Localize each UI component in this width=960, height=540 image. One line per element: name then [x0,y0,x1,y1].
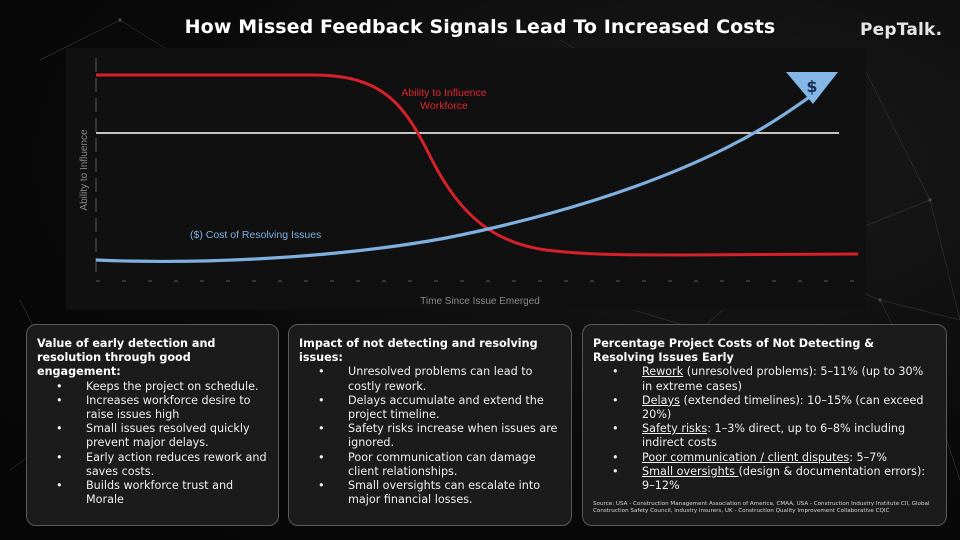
x-axis-label: Time Since Issue Emerged [420,296,540,307]
cost-percentages-list: Rework (unresolved problems): 5–11% (up … [593,365,936,493]
early-detection-card: Value of early detection and resolution … [26,324,279,526]
diagram-background [66,48,866,310]
list-item: Unresolved problems can lead to costly r… [299,365,561,393]
cost-term: Poor communication / client disputes [642,450,850,464]
dollar-sign-text: $ [806,77,817,96]
list-item: Early action reduces rework and saves co… [37,451,268,479]
list-item: Keeps the project on schedule. [37,380,268,394]
y-axis-label: Ability to Influence [79,129,90,211]
cost-term: Delays [642,393,680,407]
list-item: Small issues resolved quickly prevent ma… [37,422,268,450]
list-item: Small oversights (design & documentation… [593,465,936,493]
early-detection-card-title: Value of early detection and resolution … [37,337,216,379]
impact-card: Impact of not detecting and resolving is… [288,324,572,526]
list-item: Delays accumulate and extend the project… [299,394,561,422]
list-item: Safety risks: 1–3% direct, up to 6–8% in… [593,422,936,450]
impact-card-title: Impact of not detecting and resolving is… [299,337,538,365]
red-curve-label-line1: Ability to Influence [401,87,486,99]
early-detection-list: Keeps the project on schedule. Increases… [37,380,268,508]
cost-term: Rework [642,365,684,379]
cost-percentages-card: Percentage Project Costs of Not Detectin… [582,324,947,526]
impact-list: Unresolved problems can lead to costly r… [299,365,561,507]
list-item: Poor communication / client disputes: 5–… [593,451,936,465]
red-curve-label-line2: Workforce [420,100,468,112]
peptalk-logo: PepTalk. [860,20,943,40]
blue-curve-label: ($) Cost of Resolving Issues [190,229,321,241]
source-note: Source: USA - Construction Management As… [593,500,930,514]
list-item: Rework (unresolved problems): 5–11% (up … [593,365,936,393]
cost-detail: : 5–7% [849,450,888,464]
list-item: Small oversights can escalate into major… [299,479,561,507]
cost-detail: (unresolved problems): 5–11% (up to 30% … [642,365,924,393]
cost-detail: (design & documentation errors): 9–12% [642,464,926,493]
cost-percentages-card-title: Percentage Project Costs of Not Detectin… [593,337,875,365]
influence-cost-diagram: Ability to Influence Time Since Issue Em… [66,48,866,310]
list-item: Poor communication can damage client rel… [299,451,561,479]
dollar-arrow-icon: $ [786,72,838,104]
cost-term: Safety risks [642,422,708,436]
page-title: How Missed Feedback Signals Lead To Incr… [184,16,776,38]
list-item: Safety risks increase when issues are ig… [299,422,561,450]
ability-to-influence-curve [96,73,859,257]
list-item: Increases workforce desire to raise issu… [37,394,268,422]
cost-of-resolving-curve [95,94,812,263]
cost-detail: : 1–3% direct, up to 6–8% including indi… [642,422,906,450]
cost-term: Small oversights [642,464,739,478]
list-item: Delays (extended timelines): 10–15% (can… [593,394,936,422]
cost-detail: (extended timelines): 10–15% (can exceed… [642,393,924,422]
list-item: Builds workforce trust and Morale [37,479,268,507]
